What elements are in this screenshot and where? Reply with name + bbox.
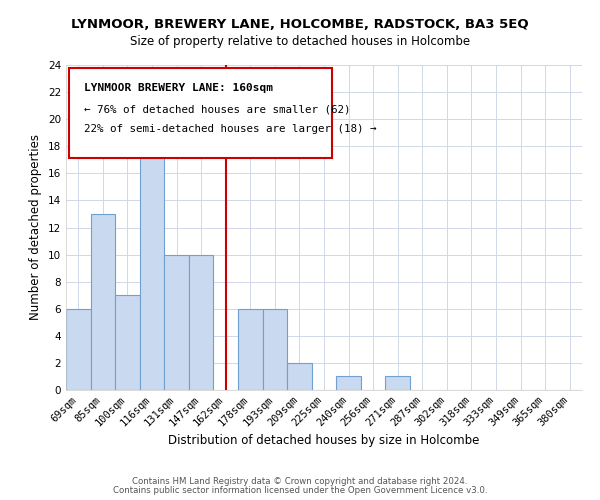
Bar [189,254,214,390]
Bar [238,308,263,390]
Bar [66,308,91,390]
Bar [287,363,312,390]
Bar [385,376,410,390]
Text: Contains HM Land Registry data © Crown copyright and database right 2024.: Contains HM Land Registry data © Crown c… [132,477,468,486]
FancyBboxPatch shape [68,68,332,158]
Bar [336,376,361,390]
Text: Size of property relative to detached houses in Holcombe: Size of property relative to detached ho… [130,35,470,48]
Bar [140,119,164,390]
Y-axis label: Number of detached properties: Number of detached properties [29,134,43,320]
Text: 22% of semi-detached houses are larger (18) →: 22% of semi-detached houses are larger (… [84,124,377,134]
Text: ← 76% of detached houses are smaller (62): ← 76% of detached houses are smaller (62… [84,104,350,114]
Text: LYNMOOR, BREWERY LANE, HOLCOMBE, RADSTOCK, BA3 5EQ: LYNMOOR, BREWERY LANE, HOLCOMBE, RADSTOC… [71,18,529,30]
Text: LYNMOOR BREWERY LANE: 160sqm: LYNMOOR BREWERY LANE: 160sqm [84,83,273,93]
Bar [164,254,189,390]
Bar [115,295,140,390]
Text: Contains public sector information licensed under the Open Government Licence v3: Contains public sector information licen… [113,486,487,495]
X-axis label: Distribution of detached houses by size in Holcombe: Distribution of detached houses by size … [169,434,479,447]
Bar [91,214,115,390]
Bar [263,308,287,390]
